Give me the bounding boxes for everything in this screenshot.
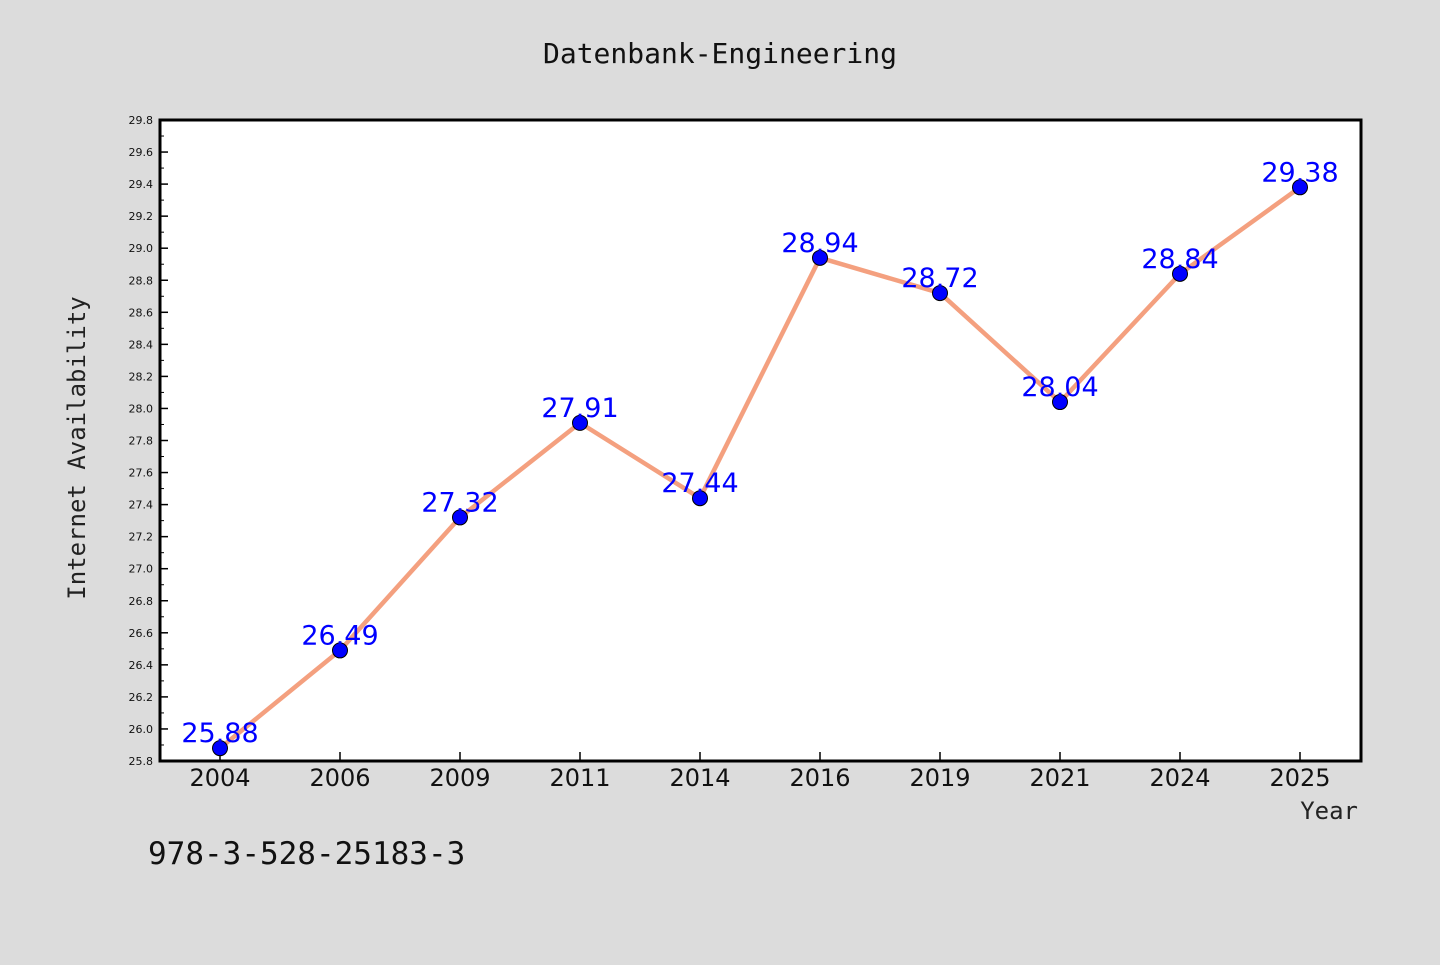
data-point xyxy=(1172,265,1188,282)
y-tick-label: 29.8 xyxy=(129,114,154,127)
y-tick-label: 28.2 xyxy=(129,370,154,383)
data-point xyxy=(692,490,708,507)
x-tick-label: 2021 xyxy=(1029,764,1090,792)
data-point xyxy=(212,740,228,757)
y-tick-label: 29.6 xyxy=(129,146,154,159)
y-tick-label: 27.4 xyxy=(129,499,154,512)
x-tick-label: 2011 xyxy=(549,764,610,792)
series-layer: 25.88 26.49 27.32 27.91 27.44 28.94 28.72 28.04… xyxy=(181,157,1339,757)
y-tick-label: 27.2 xyxy=(129,531,154,544)
data-point xyxy=(572,414,588,431)
data-point xyxy=(1052,394,1068,411)
data-point xyxy=(332,642,348,659)
data-point xyxy=(932,285,948,302)
x-tick-label: 2009 xyxy=(429,764,490,792)
x-tick-label: 2019 xyxy=(909,764,970,792)
y-tick-label: 28.8 xyxy=(129,274,154,287)
data-label: 28.72 xyxy=(901,263,978,294)
data-label: 29.38 xyxy=(1261,157,1338,188)
y-tick-label: 29.4 xyxy=(129,178,154,191)
y-tick-label: 29.2 xyxy=(129,210,154,223)
data-point xyxy=(1292,179,1308,196)
x-tick-label: 2025 xyxy=(1269,764,1330,792)
data-label: 27.91 xyxy=(541,393,618,424)
y-tick-label: 29.0 xyxy=(129,242,154,255)
y-tick-label: 27.0 xyxy=(129,563,154,576)
x-axis-label: Year xyxy=(1300,797,1358,825)
x-tick-label: 2006 xyxy=(309,764,370,792)
plot-area xyxy=(158,118,1363,763)
y-tick-label: 28.0 xyxy=(129,402,154,415)
data-label: 26.49 xyxy=(301,620,378,651)
y-axis: 25.8 26.0 26.2 26.4 26.6 26.8 27.0 27.2 27.4 27.6… xyxy=(129,114,168,768)
x-tick-label: 2016 xyxy=(789,764,850,792)
y-tick-label: 26.4 xyxy=(129,659,154,672)
data-label: 27.44 xyxy=(661,468,738,499)
chart-title: Datenbank-Engineering xyxy=(543,37,897,70)
x-tick-label: 2024 xyxy=(1149,764,1210,792)
x-axis: 2004 2006 2009 2011 2014 2016 2019 2021 2024 2025 xyxy=(189,752,1331,792)
y-tick-label: 25.8 xyxy=(129,755,154,768)
data-label: 27.32 xyxy=(421,487,498,518)
data-point xyxy=(812,249,828,266)
data-label: 28.04 xyxy=(1021,372,1098,403)
y-tick-label: 26.8 xyxy=(129,595,154,608)
y-tick-label: 27.8 xyxy=(129,435,154,448)
x-tick-label: 2014 xyxy=(669,764,730,792)
isbn-text: 978-3-528-25183-3 xyxy=(148,836,465,872)
x-tick-label: 2004 xyxy=(189,764,250,792)
data-label: 28.84 xyxy=(1141,244,1218,275)
data-label: 28.94 xyxy=(781,228,858,259)
y-tick-label: 28.4 xyxy=(129,338,154,351)
y-tick-label: 28.6 xyxy=(129,306,154,319)
y-tick-label: 26.2 xyxy=(129,691,154,704)
y-tick-label: 27.6 xyxy=(129,467,154,480)
series-line xyxy=(217,185,1303,751)
y-axis-label: Internet Availability xyxy=(63,296,91,599)
y-tick-label: 26.6 xyxy=(129,627,154,640)
y-tick-label: 26.0 xyxy=(129,723,154,736)
data-label: 25.88 xyxy=(181,718,258,749)
data-point xyxy=(452,509,468,526)
